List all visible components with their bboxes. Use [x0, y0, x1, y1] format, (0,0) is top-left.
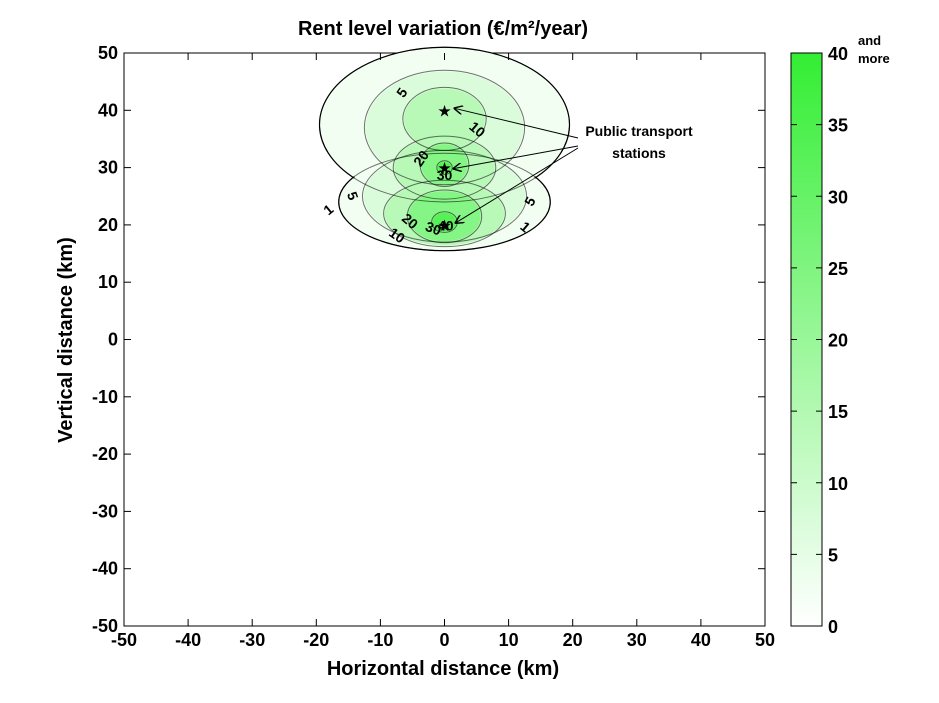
contour-edge-10-0: [402, 86, 487, 151]
colorbar-tick-label: 5: [828, 545, 838, 565]
colorbar-tick-label: 20: [828, 331, 848, 351]
contour-edge-20-1: [406, 189, 483, 244]
contour-edge-5-0: [363, 69, 526, 186]
axis-ticks: -50 -40 -30 -20 -10 0 10 20 30 40 50-50-40-30-20-1…: [92, 43, 775, 650]
y-tick-label: 10: [98, 272, 118, 292]
y-tick-label: -20: [92, 444, 118, 464]
y-axis-label: Vertical distance (km): [55, 237, 77, 443]
y-tick-label: 50: [98, 43, 118, 63]
y-tick-label: 30: [98, 158, 118, 178]
colorbar-tick-label: 35: [828, 116, 848, 136]
x-tick-label: -10: [367, 630, 393, 650]
colorbar-note-line-1: and: [858, 33, 881, 48]
y-tick-label: -50: [92, 616, 118, 636]
x-tick-label: -50: [111, 630, 137, 650]
annotation-arrow: [455, 108, 579, 139]
annotation-line-1: Public transport: [585, 123, 693, 139]
contour-label-11: 40: [438, 217, 454, 233]
contour-edge-20-0: [419, 142, 470, 188]
station-star-icon: ★: [437, 159, 451, 178]
x-tick-label: 40: [691, 630, 711, 650]
y-tick-label: -30: [92, 501, 118, 521]
contour-edge-10-1: [392, 135, 497, 200]
annotation-arrow: [454, 145, 579, 169]
colorbar-tick-label: 10: [828, 474, 848, 494]
colorbar-note-line-2: more: [858, 51, 890, 66]
y-tick-label: -40: [92, 559, 118, 579]
annotation-public-transport: Public transport stations: [454, 108, 693, 223]
contour-cover-30-1: [432, 212, 457, 232]
contour-edge-1-0: [319, 46, 570, 203]
contour-cover-10-0: [404, 88, 485, 150]
x-tick-label: 0: [439, 630, 449, 650]
colorbar-tick-label: 0: [828, 617, 838, 637]
x-tick-label: 30: [627, 630, 647, 650]
x-axis-label: Horizontal distance (km): [327, 658, 559, 680]
colorbar-tick-label: 30: [828, 187, 848, 207]
x-tick-label: -20: [303, 630, 329, 650]
y-tick-label: 0: [108, 330, 118, 350]
colorbar-tick-label: 25: [828, 259, 848, 279]
contour-label-9: 30: [437, 167, 453, 183]
y-tick-label: 40: [98, 100, 118, 120]
colorbar-ticks: 0 5 10 15 20 25 30 35 40: [791, 44, 848, 637]
y-tick-label: -10: [92, 387, 118, 407]
contour-edge-1-1: [338, 152, 551, 252]
contour-cover-30-0: [438, 161, 451, 174]
station-star-icon: ★: [437, 101, 451, 120]
x-tick-label: 50: [755, 630, 775, 650]
colorbar-tick-label: 40: [828, 44, 848, 64]
annotation-arrow: [456, 147, 579, 223]
annotation-line-2: stations: [612, 145, 666, 161]
x-tick-label: -30: [239, 630, 265, 650]
x-tick-label: -40: [175, 630, 201, 650]
y-tick-label: 20: [98, 215, 118, 235]
station-star-icon: ★: [437, 216, 451, 235]
colorbar-tick-label: 15: [828, 402, 848, 422]
x-tick-label: 20: [563, 630, 583, 650]
x-tick-label: 10: [499, 630, 519, 650]
chart-title: Rent level variation (€/m²/year): [298, 18, 588, 40]
contour-edge-10-2: [383, 179, 506, 248]
contour-label-10: 30: [423, 218, 443, 238]
